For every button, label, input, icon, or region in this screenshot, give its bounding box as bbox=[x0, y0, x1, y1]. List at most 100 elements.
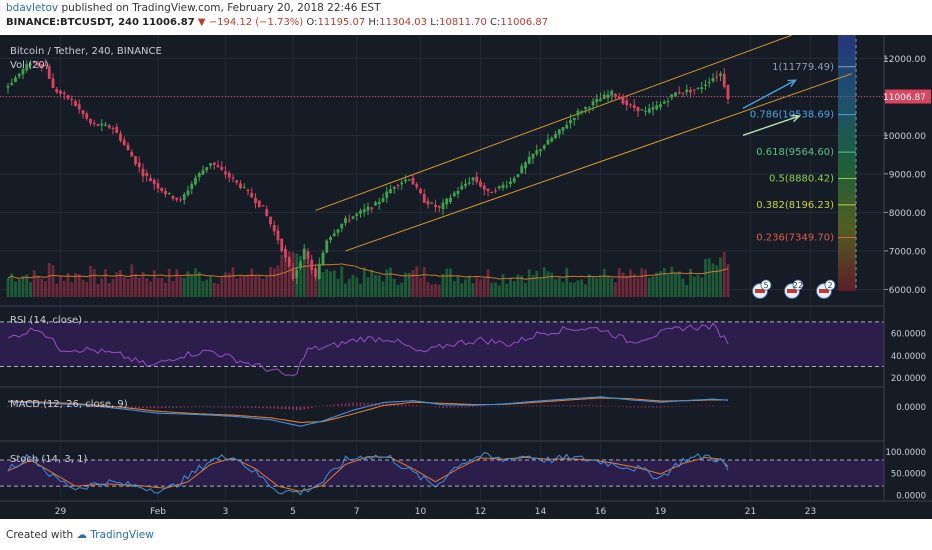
macd-histogram-bar bbox=[434, 406, 437, 408]
time-axis[interactable]: 29 Feb 3 5 7 10 12 14 16 19 21 23 bbox=[0, 500, 932, 519]
candle-body bbox=[175, 197, 179, 200]
macd-histogram-bar bbox=[622, 406, 624, 407]
macd-histogram-bar bbox=[644, 406, 647, 408]
volume-bar bbox=[55, 283, 59, 297]
candle-body bbox=[145, 173, 149, 176]
volume-bar bbox=[486, 269, 490, 297]
candle-body bbox=[224, 171, 227, 175]
volume-bar bbox=[160, 277, 164, 297]
volume-bar bbox=[29, 282, 32, 297]
candle-body bbox=[10, 82, 14, 85]
volume-bar bbox=[527, 269, 531, 297]
macd-histogram-bar bbox=[202, 406, 204, 408]
macd-tick-label: 0.0000 bbox=[896, 403, 926, 413]
candle-body bbox=[662, 101, 666, 104]
macd-histogram-bar bbox=[678, 406, 681, 407]
event-badges[interactable]: 5 22 2 bbox=[752, 279, 836, 299]
macd-histogram-bar bbox=[607, 405, 609, 407]
macd-histogram-bar bbox=[164, 406, 167, 409]
rsi-label: RSI (14, close) bbox=[10, 315, 82, 326]
candle-body bbox=[707, 82, 711, 84]
macd-histogram-bar bbox=[457, 406, 459, 408]
macd-histogram-bar bbox=[295, 406, 298, 410]
macd-histogram-bar bbox=[625, 406, 628, 408]
macd-label: MACD (12, 26, close, 9) bbox=[10, 399, 128, 410]
macd-histogram-bar bbox=[239, 406, 242, 408]
candle-body bbox=[692, 89, 696, 91]
footer: Created with ☁ TradingView bbox=[6, 529, 154, 541]
candle-body bbox=[126, 144, 130, 150]
time-axis-background bbox=[0, 501, 932, 519]
macd-histogram-bar bbox=[243, 406, 246, 408]
volume-bar bbox=[77, 274, 81, 297]
candle-body bbox=[362, 209, 366, 213]
macd-histogram-bar bbox=[464, 406, 467, 408]
macd-histogram-bar bbox=[10, 406, 13, 408]
volume-bar bbox=[231, 267, 235, 297]
volume-bar bbox=[482, 278, 486, 297]
candle-body bbox=[572, 118, 576, 121]
candle-body bbox=[317, 263, 321, 279]
volume-bar bbox=[287, 251, 291, 297]
volume-bar bbox=[426, 282, 430, 297]
price-channel[interactable] bbox=[315, 35, 852, 252]
candle-body bbox=[314, 268, 317, 277]
candle-body bbox=[77, 104, 81, 110]
candle-body bbox=[201, 170, 205, 175]
candle-body bbox=[411, 177, 415, 185]
volume-bar bbox=[726, 264, 730, 297]
candle-body bbox=[681, 92, 685, 94]
forecast-arrows[interactable] bbox=[742, 79, 801, 136]
macd-histogram-bar bbox=[67, 406, 69, 408]
macd-histogram-bar bbox=[700, 405, 703, 407]
candle-body bbox=[385, 191, 389, 198]
macd-histogram-bar bbox=[85, 406, 88, 408]
volume-bar bbox=[122, 276, 126, 297]
candle-body bbox=[509, 181, 512, 185]
macd-histogram-bar bbox=[648, 406, 651, 408]
price-axis[interactable]: 12000.00 10000.00 9000.00 8000.00 7000.00 600… bbox=[883, 35, 932, 501]
macd-histogram-bar bbox=[412, 404, 414, 407]
candle-body bbox=[467, 182, 471, 184]
volume-bar bbox=[467, 275, 471, 297]
macd-histogram-bar bbox=[149, 406, 152, 409]
macd-histogram-bar bbox=[584, 405, 587, 407]
axis-background bbox=[884, 35, 932, 501]
volume-bar bbox=[205, 279, 209, 297]
last-price-tag bbox=[885, 89, 931, 104]
candle-body bbox=[494, 190, 497, 192]
volume-bar bbox=[655, 272, 659, 297]
tradingview-logo-icon: ☁ bbox=[76, 529, 88, 541]
macd-histogram-bar bbox=[213, 406, 216, 408]
forecast-arrow bbox=[742, 79, 796, 109]
chart-canvas[interactable]: 1(11779.49)0.786(10538.69)0.618(9564.60)… bbox=[0, 35, 932, 519]
author-link[interactable]: bdavletov bbox=[6, 2, 59, 14]
candle-body bbox=[456, 190, 460, 194]
tradingview-brand-link[interactable]: TradingView bbox=[90, 529, 154, 541]
macd-histogram-bar bbox=[535, 405, 538, 407]
macd-histogram-bar bbox=[573, 405, 576, 407]
volume-bar bbox=[685, 285, 689, 297]
macd-histogram-bar bbox=[719, 406, 722, 407]
event-count-label: 2 bbox=[827, 281, 832, 290]
macd-histogram-bar bbox=[468, 406, 471, 408]
candle-body bbox=[670, 94, 674, 98]
macd-histogram-bar bbox=[490, 406, 493, 407]
candle-body bbox=[629, 104, 632, 106]
last-price: 11006.87 bbox=[142, 17, 195, 28]
volume-bar bbox=[677, 271, 681, 297]
candle-body bbox=[332, 233, 336, 236]
macd-histogram-bar bbox=[78, 406, 81, 408]
time-tick-label: 14 bbox=[535, 507, 547, 517]
macd-histogram-bar bbox=[190, 406, 193, 408]
volume-bar bbox=[625, 275, 629, 297]
candle-body bbox=[81, 110, 85, 115]
macd-histogram-bar bbox=[303, 406, 306, 410]
volume-bar bbox=[644, 269, 647, 297]
candle-body bbox=[32, 61, 36, 63]
volume-bar bbox=[445, 268, 449, 297]
volume-bar bbox=[85, 282, 89, 297]
volume-bar bbox=[715, 265, 719, 297]
volume-bar bbox=[51, 265, 55, 297]
macd-histogram-bar bbox=[550, 405, 553, 407]
